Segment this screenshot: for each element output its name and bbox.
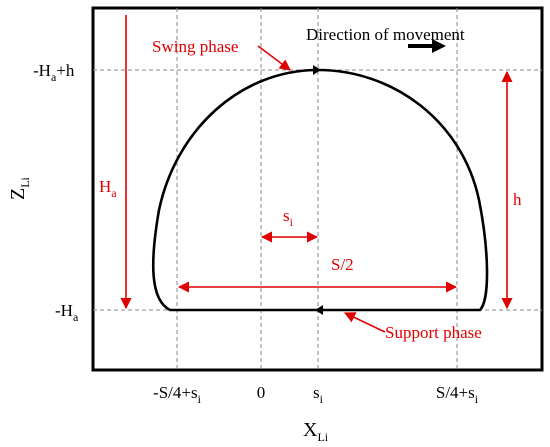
swing-arrow	[257, 45, 291, 71]
text: X	[303, 419, 318, 441]
x-label: 0	[257, 383, 266, 402]
direction-tick	[313, 65, 321, 75]
direction-label: Direction of movement	[306, 25, 465, 44]
x-title: XLi	[303, 419, 329, 444]
subscript: Li	[18, 176, 32, 187]
y-label: -Ha	[55, 301, 79, 324]
ha-label: Ha	[99, 177, 117, 200]
text: s	[313, 383, 320, 402]
text: H	[99, 177, 111, 196]
text: -H	[33, 61, 51, 80]
subscript: a	[51, 70, 57, 84]
text: Z	[7, 188, 29, 200]
y-title: ZLi	[7, 176, 32, 200]
support-label: Support phase	[385, 323, 482, 342]
swing-label: Swing phase	[152, 37, 238, 56]
direction-arrowhead	[432, 39, 446, 53]
text: s	[283, 206, 290, 225]
text: -S/4+s	[153, 383, 198, 402]
h-label: h	[513, 190, 522, 209]
guide-lines	[93, 8, 542, 370]
x-label: S/4+si	[436, 383, 479, 406]
subscript: i	[290, 215, 294, 229]
text: -H	[55, 301, 73, 320]
support-arrow	[343, 312, 386, 333]
frame	[91, 6, 544, 372]
direction-tick	[315, 305, 323, 315]
trajectory	[151, 68, 489, 312]
si-label: si	[283, 206, 294, 229]
subscript: i	[320, 392, 324, 406]
text: S/4+s	[436, 383, 475, 402]
x-label: si	[313, 383, 324, 406]
stride-label: S/2	[331, 255, 354, 274]
y-label: -Ha+h	[33, 61, 75, 84]
subscript: i	[475, 392, 479, 406]
x-label: -S/4+si	[153, 383, 202, 406]
subscript: i	[198, 392, 202, 406]
subscript: Li	[317, 430, 328, 444]
text: 0	[257, 383, 266, 402]
subscript: a	[73, 310, 79, 324]
text: +h	[56, 61, 75, 80]
subscript: a	[111, 186, 117, 200]
